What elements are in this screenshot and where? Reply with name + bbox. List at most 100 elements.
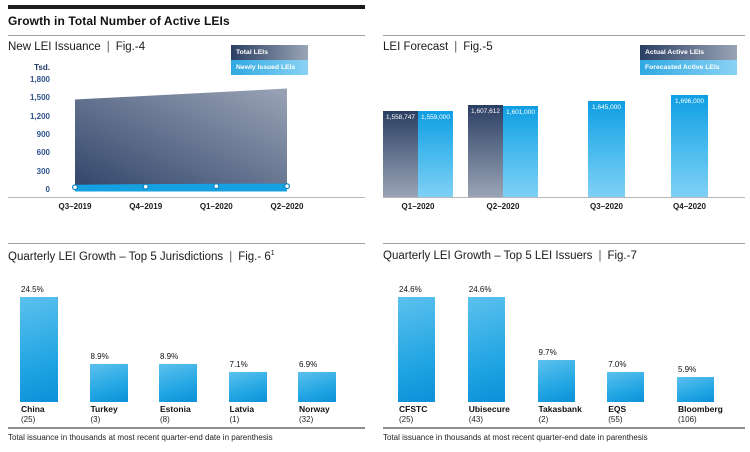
fig7-header: Quarterly LEI Growth – Top 5 LEI Issuers… <box>383 250 637 262</box>
fig4-data-marker <box>284 183 291 190</box>
fig7-category-note-eqs: (55) <box>608 414 623 424</box>
fig4-y-tick: 300 <box>36 166 50 176</box>
fig6-value-label-estonia: 8.9% <box>160 351 179 361</box>
fig6-bar-china <box>20 297 58 402</box>
fig5-x-label: Q2–2020 <box>486 202 520 211</box>
fig5-x-axis <box>383 197 745 198</box>
fig6-value-label-latvia: 7.1% <box>229 359 248 369</box>
page-title: Growth in Total Number of Active LEIs <box>8 14 230 28</box>
fig7-value-label-eqs: 7.0% <box>608 360 627 370</box>
fig7-value-label-bloomberg: 5.9% <box>678 364 697 374</box>
fig4-x-axis <box>8 197 365 198</box>
fig6-category-note-estonia: (8) <box>160 414 170 424</box>
fig5-bar-value-label: 1,645,000 <box>592 103 621 111</box>
fig4-line-newly-issued <box>74 183 288 190</box>
fig7-value-label-cfstc: 24.6% <box>399 284 422 294</box>
fig7-value-label-takasbank: 9.7% <box>538 348 557 358</box>
fig7-value-label-ubisecure: 24.6% <box>468 284 492 294</box>
separator-mid-right <box>383 243 745 244</box>
fig7-category-note-cfstc: (25) <box>399 414 414 424</box>
fig5-bar-actual-q2-2020: 1,607,612 <box>468 105 503 197</box>
fig7-number: Fig.-7 <box>607 250 637 262</box>
fig5-x-label: Q4–2020 <box>673 202 706 211</box>
fig4-y-tick: 1,800 <box>29 75 50 84</box>
separator-top-left <box>8 35 365 36</box>
fig6-bar-turkey <box>89 363 128 402</box>
fig4-data-marker <box>213 183 220 190</box>
fig4-legend: Total LEIs Newly Issued LEIs <box>231 45 308 75</box>
fig4-x-label: Q4–2019 <box>129 202 163 211</box>
fig7-bar-eqs <box>607 372 645 402</box>
fig7-bar-takasbank <box>537 360 575 402</box>
fig6-bar-norway <box>298 372 336 402</box>
fig5-bar-value-label: 1,601,000 <box>506 109 535 117</box>
fig4-x-label: Q3–2019 <box>58 202 92 211</box>
fig4-header: New LEI Issuance | Fig.-4 <box>8 41 145 53</box>
fig4-y-tick: 0 <box>45 185 50 194</box>
separator-mid-left <box>8 243 365 244</box>
fig6-footnote: Total issuance in thousands at most rece… <box>8 433 273 442</box>
fig6-category-label-estonia: Estonia <box>160 404 191 414</box>
fig7-category-note-takasbank: (2) <box>538 414 549 424</box>
fig6-value-label-norway: 6.9% <box>299 360 318 370</box>
fig4-area-chart <box>72 88 291 192</box>
fig7-category-note-ubisecure: (43) <box>468 414 483 424</box>
fig6-footnote-marker: 1 <box>270 250 275 257</box>
fig6-footnote-rule <box>8 427 365 429</box>
masthead-rule <box>8 5 365 9</box>
fig6-bar-latvia <box>228 371 267 402</box>
pipe-divider: | <box>598 250 602 262</box>
legend-item-forecasted-active-leis: Forecasted Active LEIs <box>640 60 737 75</box>
fig7-footnote: Total issuance in thousands at most rece… <box>383 433 648 442</box>
fig6-value-label-china: 24.5% <box>21 285 44 295</box>
fig5-number: Fig.-5 <box>463 41 493 53</box>
legend-item-total-leis: Total LEIs <box>231 45 308 60</box>
fig5-bar-value-label: 1,559,000 <box>421 113 450 121</box>
fig6-category-label-turkey: Turkey <box>90 404 118 414</box>
fig6-number: Fig.- 6 <box>238 250 271 263</box>
fig4-unit-label: Tsd. <box>34 63 50 72</box>
fig4-title: New LEI Issuance <box>8 41 101 53</box>
fig4-number: Fig.-4 <box>115 41 146 53</box>
fig5-title: LEI Forecast <box>383 41 449 53</box>
fig6-category-label-latvia: Latvia <box>229 404 255 414</box>
fig7-category-label-bloomberg: Bloomberg <box>678 404 723 414</box>
fig6-category-note-china: (25) <box>21 414 36 424</box>
pipe-divider: | <box>106 41 110 53</box>
fig4-y-tick: 900 <box>36 130 50 139</box>
fig5-legend: Actual Active LEIs Forecasted Active LEI… <box>640 45 737 75</box>
fig6-bar-estonia <box>159 363 197 402</box>
fig5-bar-value-label: 1,558,747 <box>386 114 415 121</box>
legend-item-actual-active-leis: Actual Active LEIs <box>640 45 737 60</box>
fig7-category-label-takasbank: Takasbank <box>538 404 582 414</box>
separator-top-right <box>383 35 745 36</box>
fig6-value-label-turkey: 8.9% <box>90 351 109 361</box>
fig6-category-label-china: China <box>21 404 45 414</box>
fig5-bar-actual-q1-2020: 1,558,747 <box>383 111 418 197</box>
fig4-x-label: Q1–2020 <box>199 202 233 211</box>
fig6-category-note-latvia: (1) <box>229 414 240 424</box>
fig7-bar-cfstc <box>398 296 435 402</box>
fig6-header: Quarterly LEI Growth – Top 5 Jurisdictio… <box>8 250 275 263</box>
fig5-bar-forecast-q1-2020: 1,559,000 <box>418 110 453 197</box>
fig7-bar-ubisecure <box>467 296 505 402</box>
fig7-category-note-bloomberg: (106) <box>678 414 697 424</box>
fig6-category-label-norway: Norway <box>299 404 330 414</box>
fig4-data-marker <box>142 183 149 190</box>
fig6-category-note-norway: (32) <box>299 414 314 424</box>
fig7-title: Quarterly LEI Growth – Top 5 LEI Issuers <box>383 250 593 262</box>
fig4-data-marker <box>72 184 79 191</box>
fig5-bar-forecast-q4-2020: 1,696,000 <box>671 95 708 197</box>
fig5-bar-value-label: 1,607,612 <box>471 108 500 116</box>
fig4-y-tick: 1,200 <box>29 111 50 121</box>
fig5-bar-forecast-q2-2020: 1,601,000 <box>503 106 538 197</box>
fig7-category-label-cfstc: CFSTC <box>399 404 428 414</box>
pipe-divider: | <box>454 41 458 53</box>
fig7-category-label-eqs: EQS <box>608 404 627 414</box>
fig4-area-total-leis <box>75 88 287 190</box>
legend-item-newly-issued-leis: Newly Issued LEIs <box>231 60 308 75</box>
fig4-y-tick: 1,500 <box>29 93 50 103</box>
fig5-x-label: Q3–2020 <box>590 202 623 211</box>
fig5-x-label: Q1–2020 <box>401 202 435 211</box>
